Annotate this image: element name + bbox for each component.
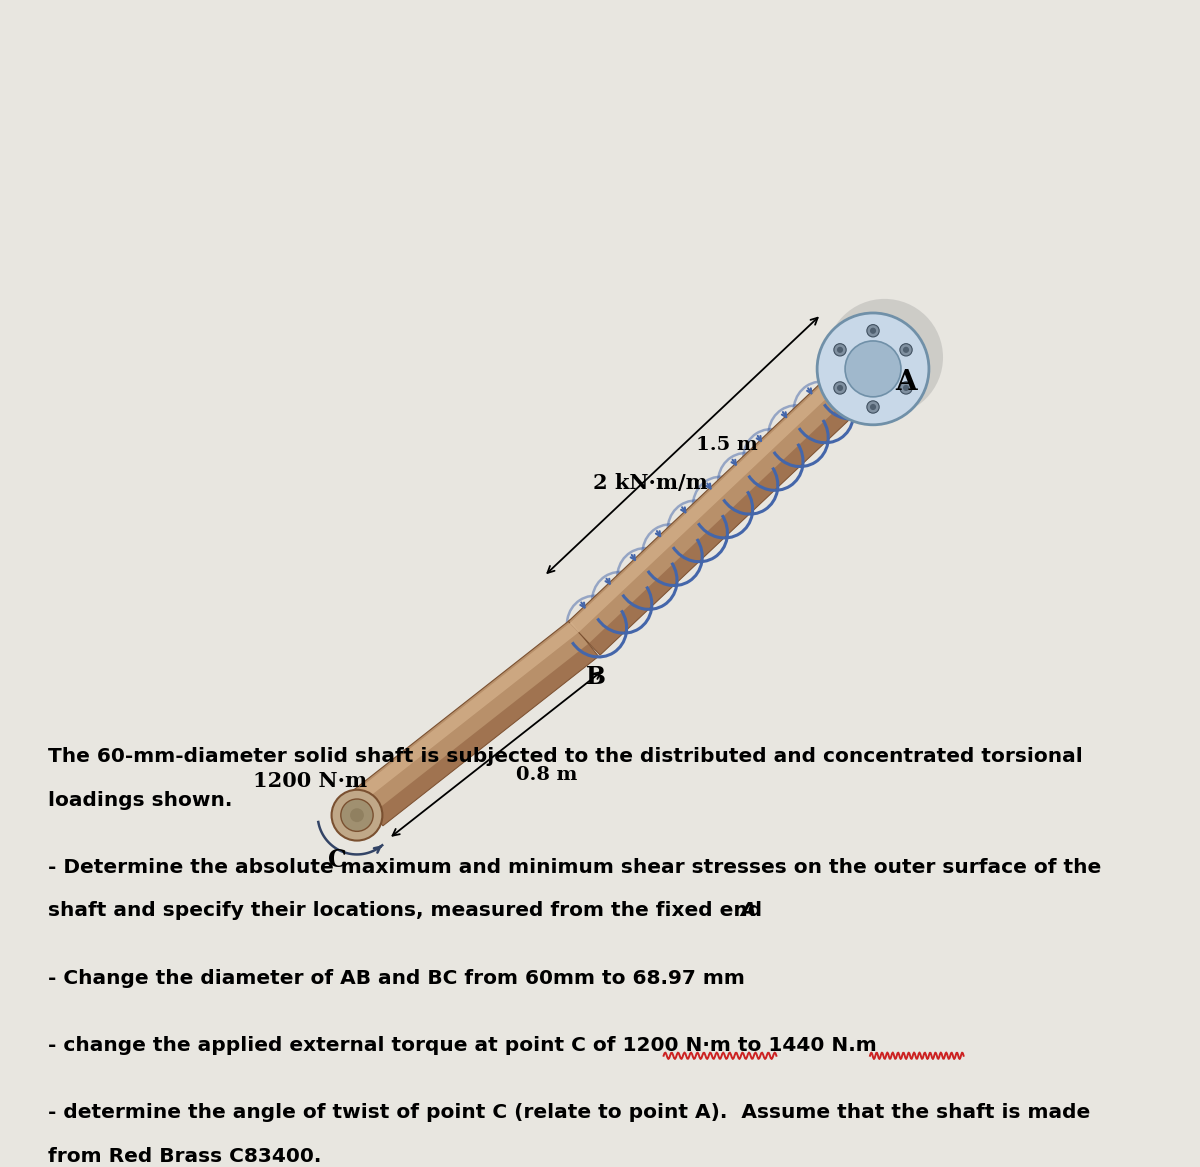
Ellipse shape bbox=[341, 799, 373, 831]
Polygon shape bbox=[570, 362, 856, 633]
Text: B: B bbox=[586, 665, 606, 690]
Text: - change the applied external torque at point C of 1200 N·m to 1440 N.m: - change the applied external torque at … bbox=[48, 1036, 877, 1055]
Text: C: C bbox=[329, 847, 347, 872]
Ellipse shape bbox=[870, 328, 876, 334]
Polygon shape bbox=[589, 382, 877, 655]
Ellipse shape bbox=[834, 382, 846, 394]
Text: - determine the angle of twist of point C (relate to point A).  Assume that the : - determine the angle of twist of point … bbox=[48, 1103, 1091, 1123]
Ellipse shape bbox=[902, 347, 910, 352]
Polygon shape bbox=[569, 359, 877, 655]
Ellipse shape bbox=[350, 809, 364, 822]
Text: The 60-mm-diameter solid shaft is subjected to the distributed and concentrated : The 60-mm-diameter solid shaft is subjec… bbox=[48, 747, 1082, 766]
Ellipse shape bbox=[826, 299, 943, 415]
Ellipse shape bbox=[902, 385, 910, 391]
Polygon shape bbox=[354, 620, 599, 826]
Polygon shape bbox=[373, 644, 599, 826]
Ellipse shape bbox=[817, 313, 929, 425]
Ellipse shape bbox=[834, 343, 846, 356]
Text: 2 kN·m/m: 2 kN·m/m bbox=[593, 473, 708, 492]
Ellipse shape bbox=[900, 382, 912, 394]
Ellipse shape bbox=[331, 790, 383, 840]
Ellipse shape bbox=[845, 341, 901, 397]
Text: A: A bbox=[740, 901, 756, 921]
Text: A: A bbox=[895, 369, 917, 396]
Text: - Change the diameter of AB and BC from 60mm to 68.97 mm: - Change the diameter of AB and BC from … bbox=[48, 969, 745, 987]
Text: 1200 N·m: 1200 N·m bbox=[253, 770, 367, 791]
Ellipse shape bbox=[900, 343, 912, 356]
Ellipse shape bbox=[866, 324, 880, 337]
Text: 1.5 m: 1.5 m bbox=[696, 436, 758, 454]
Text: loadings shown.: loadings shown. bbox=[48, 790, 233, 810]
Ellipse shape bbox=[870, 404, 876, 410]
Text: shaft and specify their locations, measured from the fixed end: shaft and specify their locations, measu… bbox=[48, 901, 769, 921]
Ellipse shape bbox=[836, 385, 844, 391]
Text: from Red Brass C83400.: from Red Brass C83400. bbox=[48, 1147, 322, 1166]
Text: - Determine the absolute maximum and minimum shear stresses on the outer surface: - Determine the absolute maximum and min… bbox=[48, 858, 1102, 876]
Ellipse shape bbox=[836, 347, 844, 352]
Polygon shape bbox=[355, 622, 580, 802]
Text: 0.8 m: 0.8 m bbox=[516, 767, 577, 784]
Ellipse shape bbox=[866, 400, 880, 413]
